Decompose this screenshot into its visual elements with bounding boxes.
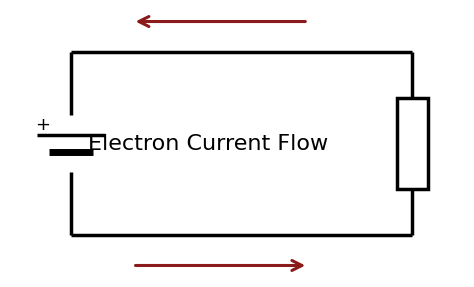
Text: Electron Current Flow: Electron Current Flow [89,133,328,154]
Bar [397,98,428,189]
Text: +: + [35,116,50,134]
